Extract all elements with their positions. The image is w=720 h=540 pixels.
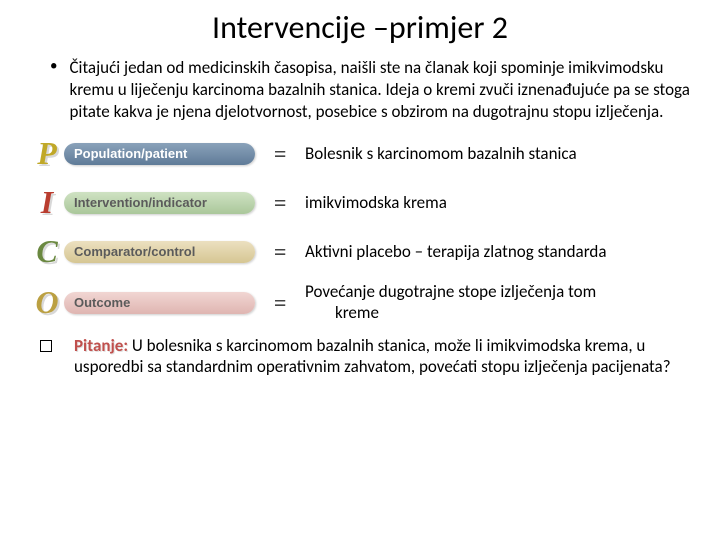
intro-block: • Čitajući jedan od medicinskih časopisa… — [30, 57, 690, 123]
slide-title: Intervencije –primjer 2 — [30, 8, 690, 47]
pico-label-p: Population/patient — [74, 146, 187, 161]
pico-label-c: Comparator/control — [74, 244, 195, 259]
pico-row-i: I Intervention/indicator = imikvimodska … — [30, 184, 690, 221]
pico-row-c: C Comparator/control = Aktivni placebo –… — [30, 233, 690, 270]
question-block: Pitanje: U bolesnika s karcinomom bazaln… — [30, 335, 690, 378]
pico-desc-o-line1: Povećanje dugotrajne stope izlječenja to… — [305, 282, 690, 302]
pico-letter-i: I — [30, 184, 64, 221]
bullet-icon: • — [50, 57, 57, 77]
pico-row-p: P Population/patient = Bolesnik s karcin… — [30, 135, 690, 172]
pico-desc-o-line2: kreme — [305, 303, 690, 323]
pico-label-o: Outcome — [74, 295, 130, 310]
intro-text: Čitajući jedan od medicinskih časopisa, … — [69, 57, 690, 123]
pico-pill-c: Comparator/control — [64, 241, 255, 263]
pico-letter-o: O — [30, 284, 64, 321]
pico-pill-i: Intervention/indicator — [64, 192, 255, 214]
pico-desc-p: Bolesnik s karcinomom bazalnih stanica — [305, 144, 690, 164]
pico-desc-c: Aktivni placebo – terapija zlatnog stand… — [305, 242, 690, 262]
pico-row-o: O Outcome = Povećanje dugotrajne stope i… — [30, 282, 690, 323]
question-text: Pitanje: U bolesnika s karcinomom bazaln… — [74, 335, 690, 378]
pico-desc-i: imikvimodska krema — [305, 193, 690, 213]
equals-icon: = — [255, 290, 305, 316]
equals-icon: = — [255, 239, 305, 265]
pico-letter-p: P — [30, 135, 64, 172]
equals-icon: = — [255, 190, 305, 216]
question-body: U bolesnika s karcinomom bazalnih stanic… — [74, 335, 671, 377]
pico-pill-o: Outcome — [64, 292, 255, 314]
pico-label-i: Intervention/indicator — [74, 195, 207, 210]
pico-pill-p: Population/patient — [64, 143, 255, 165]
pico-letter-c: C — [30, 233, 64, 270]
pico-desc-o: Povećanje dugotrajne stope izlječenja to… — [305, 282, 690, 323]
equals-icon: = — [255, 141, 305, 167]
checkbox-icon — [40, 340, 52, 352]
question-prefix: Pitanje: — [74, 335, 128, 356]
